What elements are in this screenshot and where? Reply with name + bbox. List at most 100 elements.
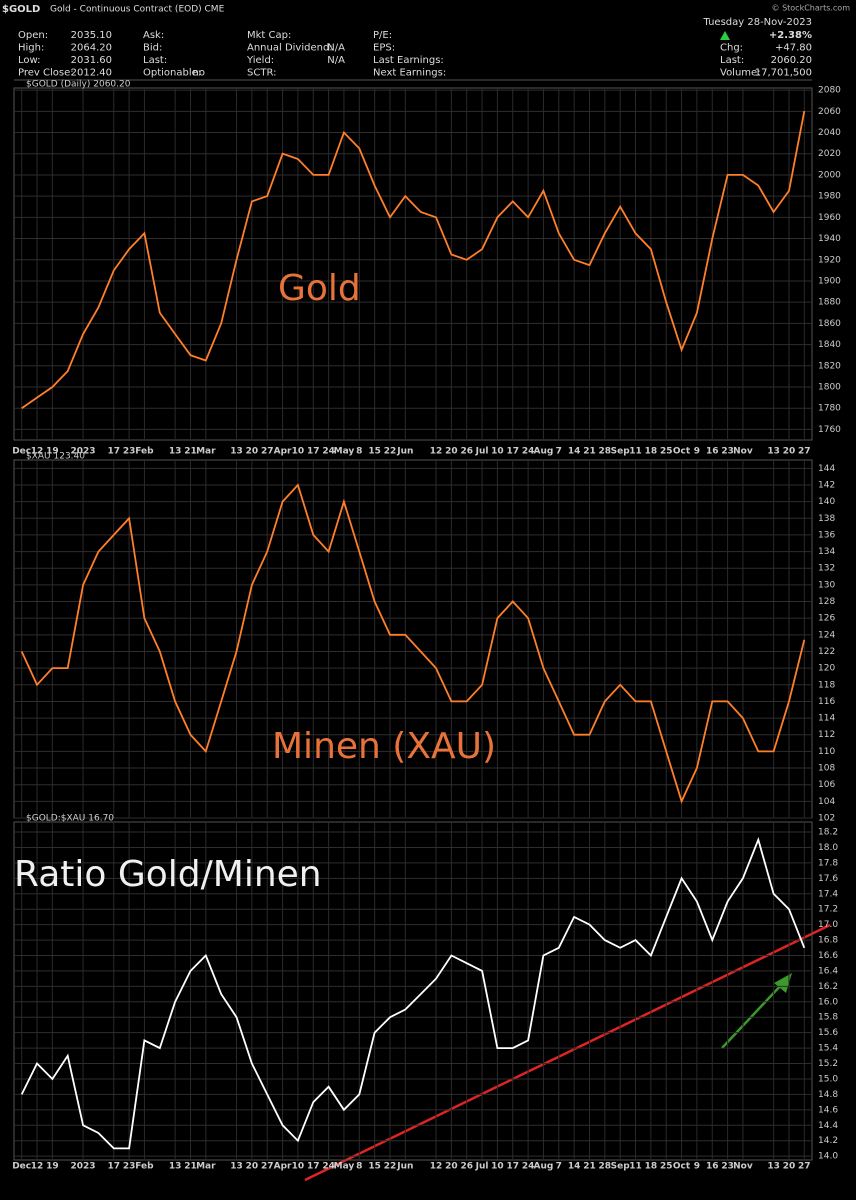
- y-tick-label: 14.6: [818, 1105, 838, 1115]
- up-arrow: [720, 31, 730, 40]
- x-tick-label: 19: [46, 447, 59, 457]
- y-tick-label: 136: [818, 530, 835, 540]
- y-tick-label: 122: [818, 647, 835, 657]
- y-tick-label: 15.4: [818, 1044, 838, 1054]
- x-tick-label: Nov: [733, 1162, 753, 1172]
- y-tick-label: 140: [818, 497, 835, 507]
- y-tick-label: 134: [818, 547, 835, 557]
- x-tick-label: 10: [491, 447, 504, 457]
- x-tick-label: 17: [307, 447, 320, 457]
- field-label: Mkt Cap:: [247, 30, 291, 41]
- y-tick-label: 1800: [818, 382, 841, 392]
- x-tick-label: Jul: [475, 1162, 489, 1172]
- panel-legend: $GOLD (Daily) 2060.20: [26, 80, 131, 90]
- field-value: 2035.10: [71, 30, 112, 41]
- x-tick-label: 13: [230, 1162, 243, 1172]
- field-label: Ask:: [143, 30, 164, 41]
- y-tick-label: 17.2: [818, 905, 838, 915]
- x-tick-label: 24: [322, 447, 335, 457]
- x-tick-label: 23: [721, 1162, 734, 1172]
- y-tick-label: 132: [818, 564, 835, 574]
- y-tick-label: 16.0: [818, 997, 838, 1007]
- y-tick-label: 1900: [818, 276, 841, 286]
- subtitle: Gold - Continuous Contract (EOD) CME: [50, 5, 225, 15]
- field-value: 17,701,500: [755, 68, 812, 79]
- y-tick-label: 18.2: [818, 828, 838, 838]
- x-tick-label: 12: [31, 1162, 44, 1172]
- y-tick-label: 1980: [818, 192, 841, 202]
- x-tick-label: 17: [307, 1162, 320, 1172]
- x-tick-label: 20: [783, 1162, 796, 1172]
- field-label: Yield:: [246, 55, 274, 66]
- x-tick-label: 13: [169, 1162, 182, 1172]
- x-tick-label: 28: [599, 447, 612, 457]
- y-tick-label: 15.2: [818, 1059, 838, 1069]
- y-tick-label: 124: [818, 630, 835, 640]
- y-tick-label: 1920: [818, 255, 841, 265]
- arrow-head: [774, 973, 792, 993]
- x-tick-label: 12: [430, 1162, 443, 1172]
- field-label: EPS:: [373, 43, 395, 54]
- copyright: © StockCharts.com: [772, 4, 851, 13]
- x-tick-label: 20: [246, 1162, 259, 1172]
- y-tick-label: 126: [818, 614, 835, 624]
- y-tick-label: 17.8: [818, 858, 838, 868]
- panel: [13, 821, 813, 1161]
- x-tick-label: 9: [694, 1162, 700, 1172]
- x-tick-label: 13: [767, 1162, 780, 1172]
- price-line: [20, 483, 806, 804]
- x-tick-label: 27: [261, 447, 274, 457]
- x-tick-label: 23: [123, 1162, 136, 1172]
- x-tick-label: Jul: [475, 447, 489, 457]
- x-tick-label: Feb: [135, 447, 154, 457]
- x-tick-label: 15: [368, 1162, 381, 1172]
- x-tick-label: 10: [491, 1162, 504, 1172]
- annotation: Minen (XAU): [272, 726, 496, 767]
- x-tick-label: 18: [645, 447, 658, 457]
- x-tick-label: 22: [384, 447, 397, 457]
- y-tick-label: 14.0: [818, 1152, 838, 1162]
- x-tick-label: 21: [583, 1162, 596, 1172]
- x-tick-label: 27: [261, 1162, 274, 1172]
- x-tick-label: 2023: [71, 1162, 96, 1172]
- x-tick-label: 7: [556, 1162, 562, 1172]
- y-tick-label: 18.0: [818, 843, 838, 853]
- field-label: Prev Close:: [18, 68, 74, 79]
- field-label: Last:: [720, 55, 744, 66]
- x-tick-label: 17: [107, 447, 120, 457]
- x-tick-label: 23: [123, 447, 136, 457]
- x-tick-label: 16: [706, 1162, 719, 1172]
- x-tick-label: Jun: [396, 1162, 413, 1172]
- x-tick-label: Aug: [534, 447, 554, 457]
- y-tick-label: 1940: [818, 234, 841, 244]
- y-tick-label: 1760: [818, 425, 841, 435]
- x-tick-label: 14: [568, 1162, 581, 1172]
- field-value: 2060.20: [771, 55, 812, 66]
- x-tick-label: Nov: [733, 447, 753, 457]
- y-tick-label: 114: [818, 714, 835, 724]
- annotation: Ratio Gold/Minen: [14, 854, 322, 895]
- y-tick-label: 142: [818, 480, 835, 490]
- x-tick-label: 27: [798, 447, 811, 457]
- field-value: +47.80: [775, 43, 812, 54]
- x-tick-label: 26: [460, 447, 473, 457]
- y-tick-label: 15.0: [818, 1074, 838, 1084]
- x-tick-label: May: [334, 447, 355, 457]
- field-value: 2031.60: [71, 55, 112, 66]
- y-tick-label: 138: [818, 514, 835, 524]
- field-label: Bid:: [143, 43, 162, 54]
- y-tick-label: 2040: [818, 128, 841, 138]
- x-tick-label: 25: [660, 1162, 673, 1172]
- field-label: Next Earnings:: [373, 68, 446, 79]
- field-label: Open:: [18, 30, 48, 41]
- x-tick-label: 20: [246, 447, 259, 457]
- x-tick-label: 8: [356, 1162, 362, 1172]
- y-tick-label: 17.4: [818, 889, 838, 899]
- y-tick-label: 15.8: [818, 1013, 838, 1023]
- x-tick-label: Mar: [196, 1162, 216, 1172]
- panel: [13, 87, 813, 441]
- y-tick-label: 14.8: [818, 1090, 838, 1100]
- x-tick-label: Sep: [611, 447, 631, 457]
- y-tick-label: 17.6: [818, 874, 838, 884]
